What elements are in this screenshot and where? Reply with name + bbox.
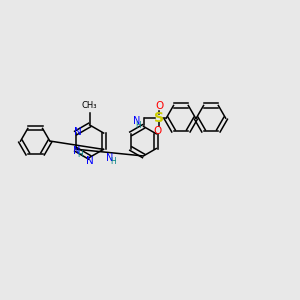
Text: N: N (73, 146, 80, 155)
Text: S: S (154, 111, 164, 125)
Text: N: N (134, 116, 141, 126)
Text: CH₃: CH₃ (82, 101, 98, 110)
Text: H: H (110, 158, 116, 166)
Text: O: O (154, 126, 162, 136)
Text: H: H (78, 150, 83, 159)
Text: H: H (135, 121, 140, 130)
Text: N: N (86, 156, 94, 166)
Text: N: N (106, 153, 113, 163)
Text: O: O (156, 100, 164, 110)
Text: N: N (74, 128, 82, 137)
